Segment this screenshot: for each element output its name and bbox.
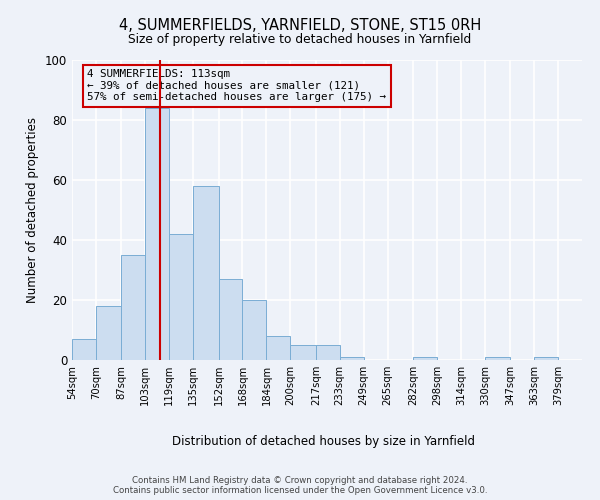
Bar [485, 357, 510, 360]
Bar [193, 186, 218, 360]
Bar [316, 345, 340, 360]
Bar [290, 345, 316, 360]
Bar [534, 357, 558, 360]
Bar [121, 255, 145, 360]
Text: Contains HM Land Registry data © Crown copyright and database right 2024.
Contai: Contains HM Land Registry data © Crown c… [113, 476, 487, 495]
Text: Distribution of detached houses by size in Yarnfield: Distribution of detached houses by size … [173, 435, 476, 448]
Bar [218, 279, 242, 360]
Text: 4 SUMMERFIELDS: 113sqm
← 39% of detached houses are smaller (121)
57% of semi-de: 4 SUMMERFIELDS: 113sqm ← 39% of detached… [88, 69, 386, 102]
Bar [340, 357, 364, 360]
Bar [169, 234, 193, 360]
Bar [72, 339, 96, 360]
Bar [266, 336, 290, 360]
Bar [242, 300, 266, 360]
Text: 4, SUMMERFIELDS, YARNFIELD, STONE, ST15 0RH: 4, SUMMERFIELDS, YARNFIELD, STONE, ST15 … [119, 18, 481, 32]
Text: Size of property relative to detached houses in Yarnfield: Size of property relative to detached ho… [128, 32, 472, 46]
Bar [145, 108, 169, 360]
Y-axis label: Number of detached properties: Number of detached properties [26, 117, 40, 303]
Bar [96, 306, 121, 360]
Bar [413, 357, 437, 360]
